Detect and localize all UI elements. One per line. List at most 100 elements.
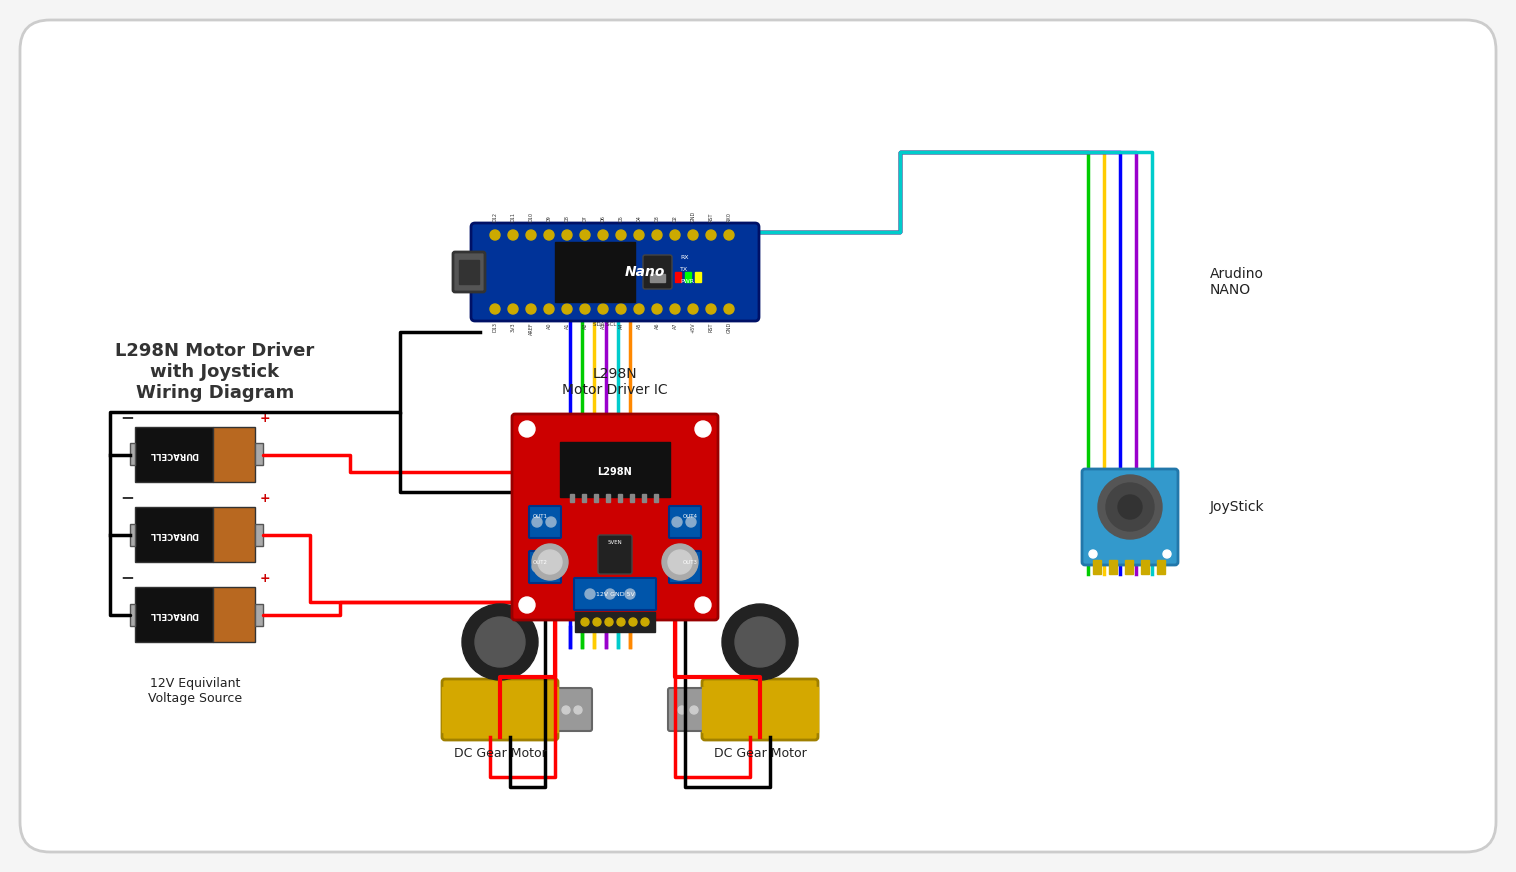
Text: Nano: Nano — [625, 265, 666, 279]
Text: PWR: PWR — [681, 278, 694, 283]
Circle shape — [687, 562, 696, 572]
FancyBboxPatch shape — [443, 679, 558, 740]
Text: +: + — [259, 492, 270, 505]
Circle shape — [634, 230, 644, 240]
FancyBboxPatch shape — [529, 506, 561, 538]
Circle shape — [562, 304, 572, 314]
Text: A2: A2 — [582, 322, 588, 329]
FancyBboxPatch shape — [1082, 469, 1178, 565]
Bar — [214, 507, 255, 562]
Circle shape — [672, 517, 682, 527]
Circle shape — [526, 230, 537, 240]
Bar — [214, 427, 255, 482]
Text: 12V Equivilant
Voltage Source: 12V Equivilant Voltage Source — [149, 677, 243, 705]
Bar — [631, 494, 634, 502]
Text: A3: A3 — [600, 322, 605, 329]
Text: D7: D7 — [582, 215, 588, 222]
Text: D9: D9 — [546, 215, 552, 222]
FancyBboxPatch shape — [453, 252, 485, 292]
Text: DURACELL: DURACELL — [149, 530, 199, 539]
Bar — [685, 272, 691, 282]
Text: L298N: L298N — [597, 467, 632, 477]
Bar — [130, 444, 135, 466]
Text: D12: D12 — [493, 212, 497, 222]
Text: SDA SCL: SDA SCL — [593, 322, 617, 327]
Bar — [559, 442, 670, 497]
Text: A6: A6 — [655, 322, 659, 329]
Circle shape — [725, 230, 734, 240]
Circle shape — [672, 562, 682, 572]
FancyBboxPatch shape — [471, 223, 760, 321]
Bar — [255, 603, 262, 625]
FancyBboxPatch shape — [529, 551, 561, 583]
Text: RST: RST — [708, 322, 714, 331]
Bar — [641, 494, 646, 502]
Circle shape — [1117, 495, 1142, 519]
Bar — [135, 587, 214, 642]
Bar — [555, 242, 635, 302]
Text: D3: D3 — [655, 215, 659, 222]
Bar — [255, 444, 262, 466]
Bar — [570, 494, 575, 502]
Text: OUT2: OUT2 — [532, 560, 547, 564]
Text: D8: D8 — [564, 215, 570, 222]
Bar — [702, 687, 709, 732]
Circle shape — [617, 618, 625, 626]
Bar — [650, 274, 666, 282]
Text: D13: D13 — [493, 322, 497, 332]
Text: OUT1: OUT1 — [532, 514, 547, 520]
Circle shape — [532, 562, 543, 572]
Circle shape — [669, 550, 691, 574]
Text: RST: RST — [708, 213, 714, 222]
Circle shape — [597, 230, 608, 240]
FancyBboxPatch shape — [512, 414, 719, 620]
Bar — [752, 642, 769, 680]
Bar — [459, 260, 479, 284]
Circle shape — [526, 304, 537, 314]
Text: JoyStick: JoyStick — [1210, 500, 1264, 514]
Circle shape — [538, 550, 562, 574]
Text: TX: TX — [681, 267, 688, 271]
Circle shape — [546, 562, 556, 572]
Circle shape — [544, 230, 553, 240]
Circle shape — [1163, 550, 1170, 558]
Text: GND: GND — [690, 211, 696, 222]
Circle shape — [670, 304, 681, 314]
Circle shape — [544, 304, 553, 314]
Bar — [582, 494, 587, 502]
Circle shape — [625, 589, 635, 599]
Circle shape — [629, 618, 637, 626]
Circle shape — [725, 304, 734, 314]
Bar — [594, 494, 597, 502]
Bar — [443, 687, 450, 732]
Text: A7: A7 — [673, 322, 678, 329]
Text: D2: D2 — [673, 215, 678, 222]
Circle shape — [687, 517, 696, 527]
Bar — [606, 494, 609, 502]
Bar — [135, 507, 214, 562]
Bar — [1125, 560, 1132, 574]
Circle shape — [670, 230, 681, 240]
FancyBboxPatch shape — [20, 20, 1496, 852]
Text: −: − — [120, 568, 133, 586]
Text: +: + — [259, 572, 270, 585]
Circle shape — [518, 421, 535, 437]
Circle shape — [1088, 550, 1098, 558]
Circle shape — [641, 618, 649, 626]
Text: A0: A0 — [546, 322, 552, 329]
Circle shape — [532, 544, 568, 580]
Circle shape — [662, 544, 697, 580]
Circle shape — [615, 230, 626, 240]
Bar — [130, 523, 135, 546]
Text: D11: D11 — [511, 212, 515, 222]
Text: OUT4: OUT4 — [682, 514, 697, 520]
Circle shape — [462, 604, 538, 680]
Bar — [214, 587, 255, 642]
Circle shape — [597, 304, 608, 314]
FancyBboxPatch shape — [669, 551, 700, 583]
Circle shape — [694, 421, 711, 437]
Circle shape — [694, 597, 711, 613]
Bar — [493, 642, 508, 680]
Circle shape — [652, 230, 662, 240]
Text: D6: D6 — [600, 215, 605, 222]
